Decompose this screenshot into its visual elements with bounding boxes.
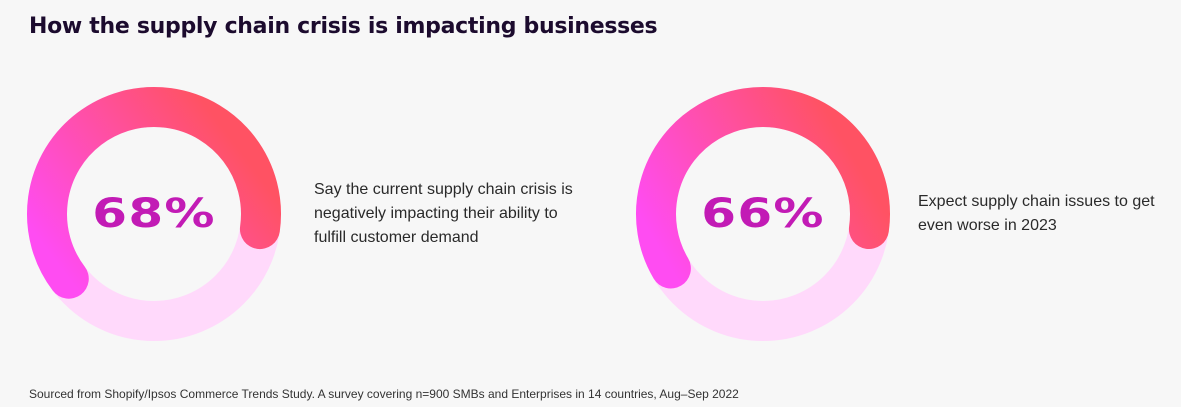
stat-description: Expect supply chain issues to get even w… [918, 193, 1155, 234]
stat-value: 68% [92, 191, 216, 237]
page-title: How the supply chain crisis is impacting… [29, 14, 658, 39]
donut-ring [27, 87, 281, 341]
donut-chart-1: 68% [26, 86, 282, 342]
stat-description: Say the current supply chain crisis is n… [314, 181, 573, 246]
donut-chart-2: 66% [635, 86, 891, 342]
stat-value: 66% [701, 191, 825, 237]
donut-ring [636, 86, 890, 341]
source-note: Sourced from Shopify/Ipsos Commerce Tren… [29, 387, 739, 401]
